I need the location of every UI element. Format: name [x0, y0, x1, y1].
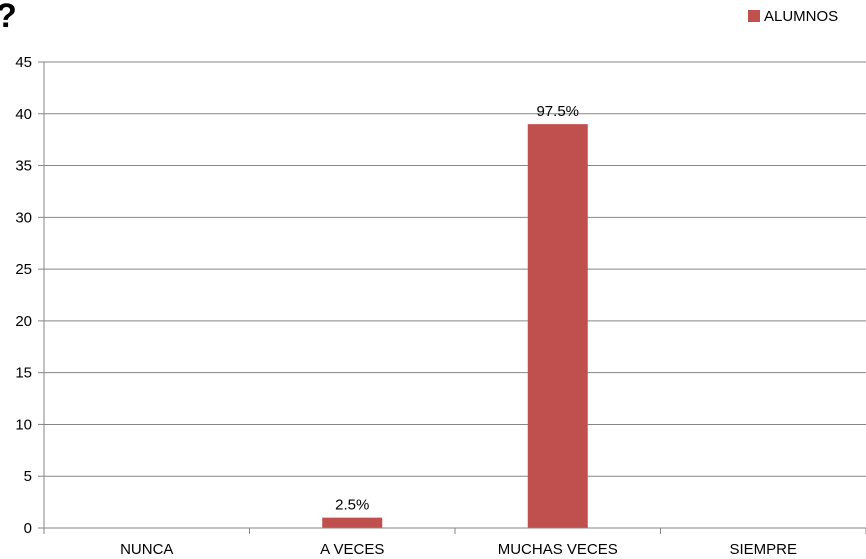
legend-label-alumnos: ALUMNOS — [764, 8, 838, 25]
y-tick-label: 10 — [15, 416, 32, 433]
y-axis-ticks: 0 5 10 15 20 25 30 35 40 45 — [15, 54, 44, 537]
gridlines — [44, 61, 866, 477]
x-tick-label: SIEMPRE — [729, 541, 797, 558]
y-tick-label: 30 — [15, 209, 32, 226]
y-tick-label: 15 — [15, 365, 32, 382]
y-tick-label: 25 — [15, 261, 32, 278]
bar-muchas-veces — [527, 124, 588, 528]
y-tick-label: 40 — [15, 106, 32, 123]
legend-swatch-alumnos — [748, 10, 760, 22]
y-tick-label: 45 — [15, 54, 32, 71]
y-tick-label: 5 — [24, 468, 32, 485]
x-tick-label: NUNCA — [120, 541, 173, 558]
x-tick-label: MUCHAS VECES — [498, 541, 618, 558]
data-label: 2.5% — [335, 497, 369, 514]
legend: ALUMNOS — [748, 8, 838, 25]
x-tick-label: A VECES — [320, 541, 384, 558]
y-tick-label: 20 — [15, 313, 32, 330]
y-tick-label: 35 — [15, 158, 32, 175]
x-axis-ticks: NUNCA A VECES MUCHAS VECES SIEMPRE — [43, 528, 866, 558]
y-tick-label: 0 — [24, 520, 32, 537]
bar-a-veces — [322, 517, 383, 528]
data-label: 97.5% — [536, 103, 579, 120]
chart-title-fragment: ? — [0, 0, 17, 35]
data-labels: 2.5% 97.5% — [335, 103, 579, 514]
bars — [322, 124, 588, 528]
